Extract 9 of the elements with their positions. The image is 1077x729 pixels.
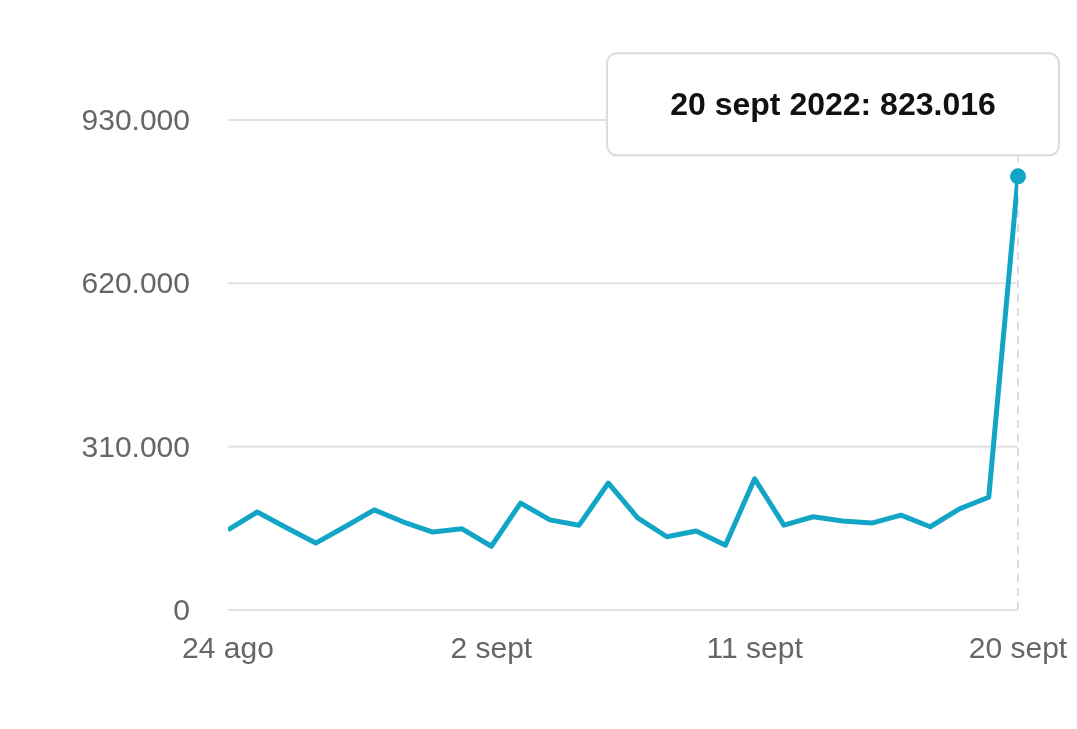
annotation: 20 sept 2022: 823.016 xyxy=(670,86,996,123)
y-tick-label: 930.000 xyxy=(81,103,190,136)
y-tick-label: 310.000 xyxy=(81,429,190,463)
y-tick-label: 0 xyxy=(173,593,190,626)
y-tick-label: 620.000 xyxy=(81,266,190,300)
x-tick-label: 2 sept xyxy=(450,631,533,664)
x-tick-label: 20 sept xyxy=(968,631,1068,664)
x-tick-label: 24 ago xyxy=(182,631,274,664)
x-tick-label: 11 sept xyxy=(706,631,804,664)
